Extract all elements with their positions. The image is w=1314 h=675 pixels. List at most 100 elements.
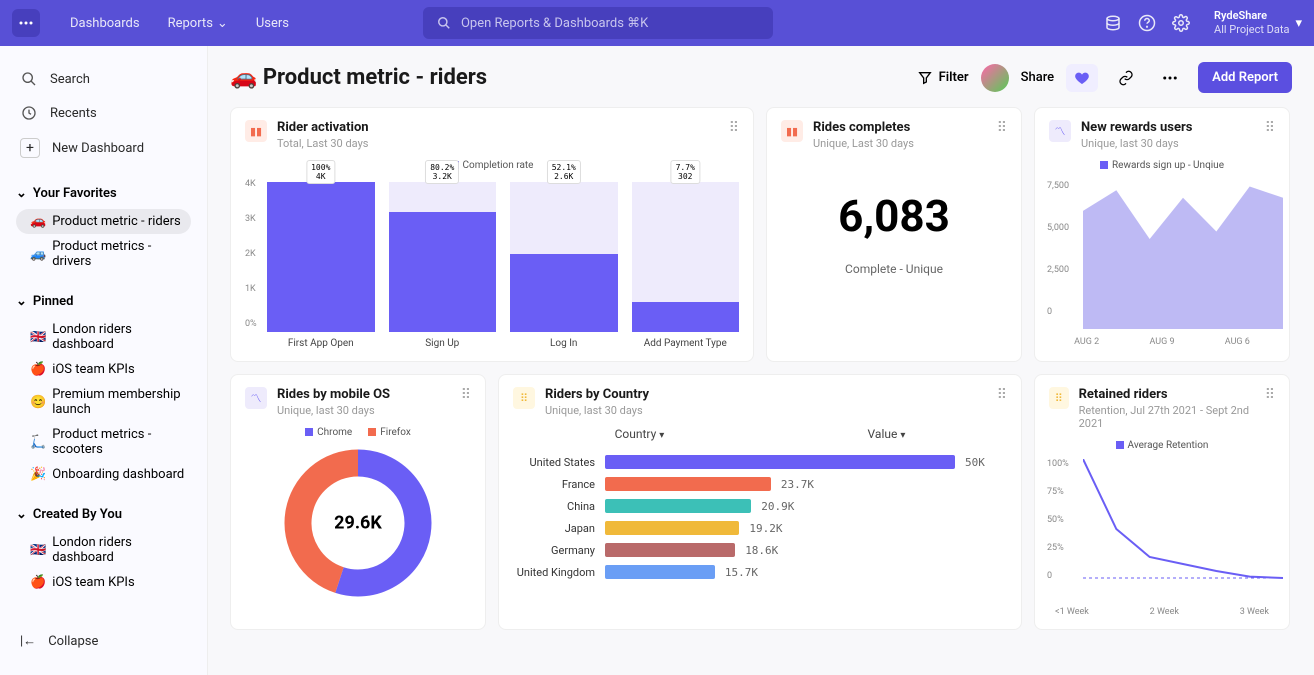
sidebar-item[interactable]: 🇬🇧London riders dashboard — [16, 317, 191, 357]
chevron-down-icon: ⌄ — [16, 186, 27, 201]
item-emoji: 🛴 — [30, 435, 46, 450]
share-button[interactable]: Share — [1021, 70, 1055, 85]
user-avatar[interactable] — [981, 64, 1009, 92]
main-content: 🚗 Product metric - riders Filter Share A… — [208, 46, 1314, 675]
rewards-card: 〽 New rewards users Unique, last 30 days… — [1034, 107, 1290, 362]
bar: 7.7%302Add Payment Type — [632, 182, 740, 349]
item-emoji: 🚙 — [30, 247, 46, 262]
line-icon: ⠿ — [1049, 387, 1069, 409]
pie-icon: 〽 — [245, 387, 267, 409]
item-label: Product metrics - drivers — [52, 239, 187, 269]
bar-icon: ⠿ — [513, 387, 535, 409]
item-label: Premium membership launch — [52, 387, 187, 417]
created-header[interactable]: ⌄ Created By You — [16, 501, 191, 528]
trend-icon: 〽 — [1049, 120, 1071, 142]
item-label: Product metric - riders — [52, 214, 181, 229]
sidebar-item[interactable]: 🛴 Product metrics - scooters — [16, 422, 191, 462]
profile-menu[interactable]: RydeShare All Project Data ▾ — [1206, 9, 1302, 38]
profile-sub: All Project Data — [1214, 23, 1289, 37]
country-row: Germany18.6K — [513, 543, 1007, 557]
card-more-button[interactable]: ⠿ — [461, 387, 471, 403]
sidebar: Search Recents + New Dashboard ⌄ Your Fa… — [0, 46, 208, 675]
sidebar-item[interactable]: 😊 Premium membership launch — [16, 382, 191, 422]
collapse-button[interactable]: |← Collapse — [0, 623, 207, 659]
sidebar-recents[interactable]: Recents — [16, 96, 191, 130]
bar: 100%4KFirst App Open — [267, 182, 375, 349]
favorites-header[interactable]: ⌄ Your Favorites — [16, 180, 191, 207]
sidebar-new-dashboard-label: New Dashboard — [52, 141, 144, 156]
nav-dashboards[interactable]: Dashboards — [56, 8, 154, 39]
plus-icon: + — [20, 138, 40, 158]
nav-users[interactable]: Users — [242, 8, 303, 39]
more-button[interactable] — [1154, 64, 1186, 92]
chevron-down-icon: ⌄ — [16, 294, 27, 309]
app-logo[interactable] — [12, 9, 40, 37]
collapse-icon: |← — [20, 633, 36, 649]
item-emoji: 🍎 — [30, 575, 46, 590]
item-emoji: 🇬🇧 — [30, 543, 46, 558]
bar: 80.2%3.2KSign Up — [389, 182, 497, 349]
item-emoji: 😊 — [30, 395, 46, 410]
topbar: Dashboards Reports ⌄ Users Open Reports … — [0, 0, 1314, 46]
nav-reports[interactable]: Reports ⌄ — [154, 8, 242, 39]
favorite-button[interactable] — [1066, 64, 1098, 92]
item-emoji: 🎉 — [30, 467, 46, 482]
card-more-button[interactable]: ⠿ — [1265, 120, 1275, 136]
rides-completes-card: ▮▮ Rides completes Unique, Last 30 days … — [766, 107, 1022, 362]
more-icon — [1161, 69, 1179, 87]
country-row: United Kingdom15.7K — [513, 565, 1007, 579]
sidebar-item[interactable]: 🇬🇧 London riders dashboard — [16, 530, 191, 570]
item-label: Onboarding dashboard — [52, 467, 184, 482]
bar-chart: 4K3K2K1K0% 100%4KFirst App Open80.2%3.2K… — [245, 179, 739, 349]
bar: 52.1%2.6KLog In — [510, 182, 618, 349]
pinned-header[interactable]: ⌄ Pinned — [16, 288, 191, 315]
profile-name: RydeShare — [1214, 9, 1289, 23]
sidebar-item[interactable]: 🍎iOS team KPIs — [16, 570, 191, 595]
filter-button[interactable]: Filter — [917, 70, 969, 86]
item-label: Product metrics - scooters — [52, 427, 187, 457]
chevron-down-icon: ⌄ — [16, 507, 27, 522]
search-icon — [437, 16, 451, 30]
retained-riders-card: ⠿ Retained riders Retention, Jul 27th 20… — [1034, 374, 1290, 630]
country-row: United States50K — [513, 455, 1007, 469]
country-row: France23.7K — [513, 477, 1007, 491]
country-dropdown[interactable]: Country — [615, 427, 665, 441]
sidebar-new-dashboard[interactable]: + New Dashboard — [16, 130, 191, 166]
area-chart — [1083, 179, 1283, 329]
page-title: 🚗 Product metric - riders — [230, 65, 905, 90]
sidebar-recents-label: Recents — [50, 106, 97, 121]
item-label: London riders dashboard — [52, 535, 187, 565]
value-dropdown[interactable]: Value — [868, 427, 906, 441]
sidebar-item[interactable]: 🍎 iOS team KPIs — [16, 357, 191, 382]
item-emoji: 🇬🇧 — [30, 330, 46, 345]
sidebar-item[interactable]: 🚙 Product metrics - drivers — [16, 234, 191, 274]
card-more-button[interactable]: ⠿ — [997, 387, 1007, 403]
rider-activation-card: ▮▮ Rider activation Total, Last 30 days … — [230, 107, 754, 362]
sidebar-item[interactable]: 🎉 Onboarding dashboard — [16, 462, 191, 487]
country-row: Japan19.2K — [513, 521, 1007, 535]
sidebar-search-label: Search — [50, 72, 90, 87]
help-icon[interactable] — [1138, 14, 1156, 32]
card-more-button[interactable]: ⠿ — [997, 120, 1007, 136]
search-icon — [20, 70, 38, 88]
donut-center: 29.6K — [334, 513, 382, 534]
funnel-icon: ▮▮ — [245, 120, 267, 142]
clock-icon — [20, 104, 38, 122]
item-emoji: 🍎 — [30, 362, 46, 377]
search-placeholder: Open Reports & Dashboards ⌘K — [461, 16, 648, 31]
card-more-button[interactable]: ⠿ — [729, 120, 739, 136]
item-label: iOS team KPIs — [52, 362, 135, 377]
filter-icon — [917, 70, 933, 86]
settings-icon[interactable] — [1172, 14, 1190, 32]
sidebar-search[interactable]: Search — [16, 62, 191, 96]
heart-icon — [1074, 70, 1090, 86]
kpi-sub: Complete - Unique — [781, 262, 1007, 276]
add-report-button[interactable]: Add Report — [1198, 62, 1292, 93]
kpi-icon: ▮▮ — [781, 120, 803, 142]
sidebar-item[interactable]: 🚗Product metric - riders — [16, 209, 191, 234]
kpi-value: 6,083 — [781, 190, 1007, 242]
global-search[interactable]: Open Reports & Dashboards ⌘K — [423, 7, 773, 39]
database-icon[interactable] — [1104, 14, 1122, 32]
card-more-button[interactable]: ⠿ — [1265, 387, 1275, 403]
link-button[interactable] — [1110, 64, 1142, 92]
